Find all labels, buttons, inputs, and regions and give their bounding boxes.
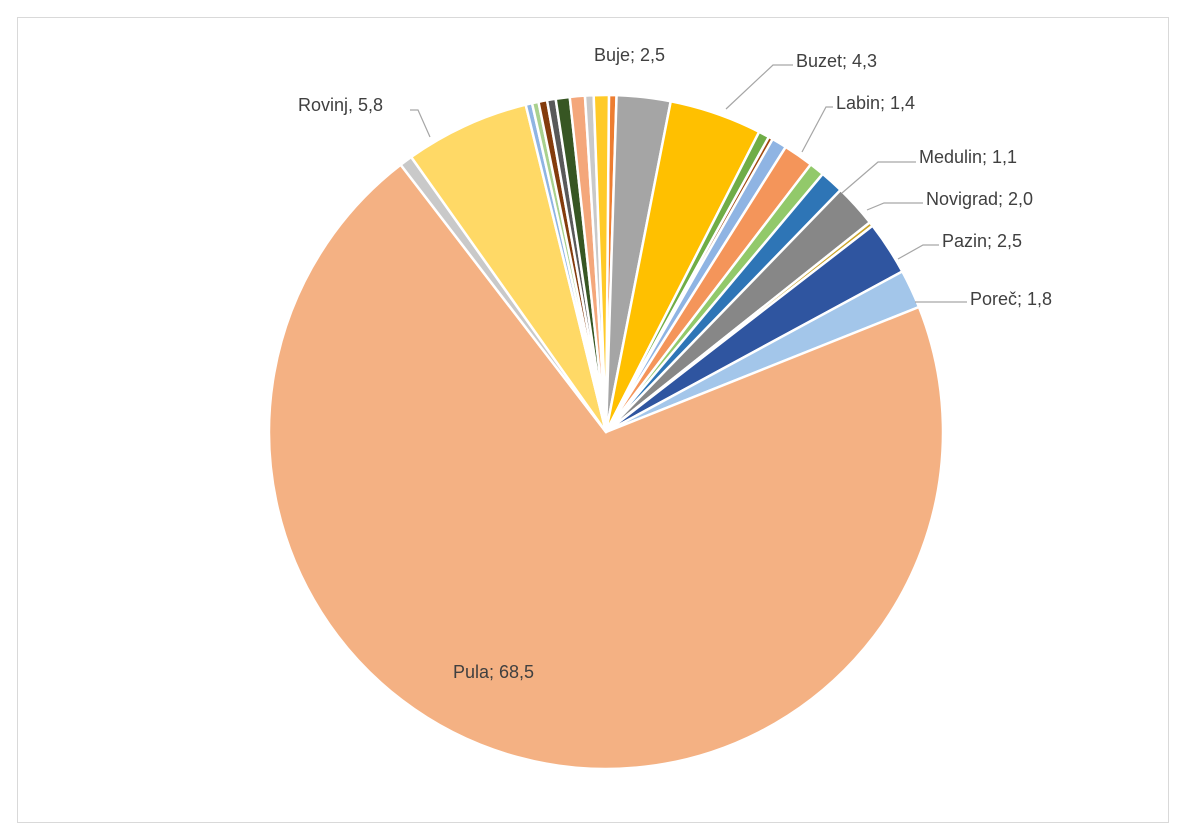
pie-slices [269,95,943,769]
leader-line-labin [802,107,833,152]
pie-chart: Buje; 2,5 Buzet; 4,3 Labin; 1,4 Medulin; 1,… [18,18,1170,824]
leader-line-novigrad [867,203,923,210]
data-label-rovinj: Rovinj, 5,8 [298,95,383,115]
data-label-buzet: Buzet; 4,3 [796,51,877,71]
data-label-pula: Pula; 68,5 [453,662,534,682]
leader-line-medulin [842,162,916,193]
leader-line-rovinj [410,110,430,137]
data-label-pore-: Poreč; 1,8 [970,289,1052,309]
leader-line-pazin [898,245,939,259]
data-label-pazin: Pazin; 2,5 [942,231,1022,251]
data-label-novigrad: Novigrad; 2,0 [926,189,1033,209]
data-label-medulin: Medulin; 1,1 [919,147,1017,167]
leader-line-buzet [726,65,793,109]
data-label-buje: Buje; 2,5 [594,45,665,65]
chart-frame: Buje; 2,5 Buzet; 4,3 Labin; 1,4 Medulin; 1,… [17,17,1169,823]
data-label-labin: Labin; 1,4 [836,93,915,113]
